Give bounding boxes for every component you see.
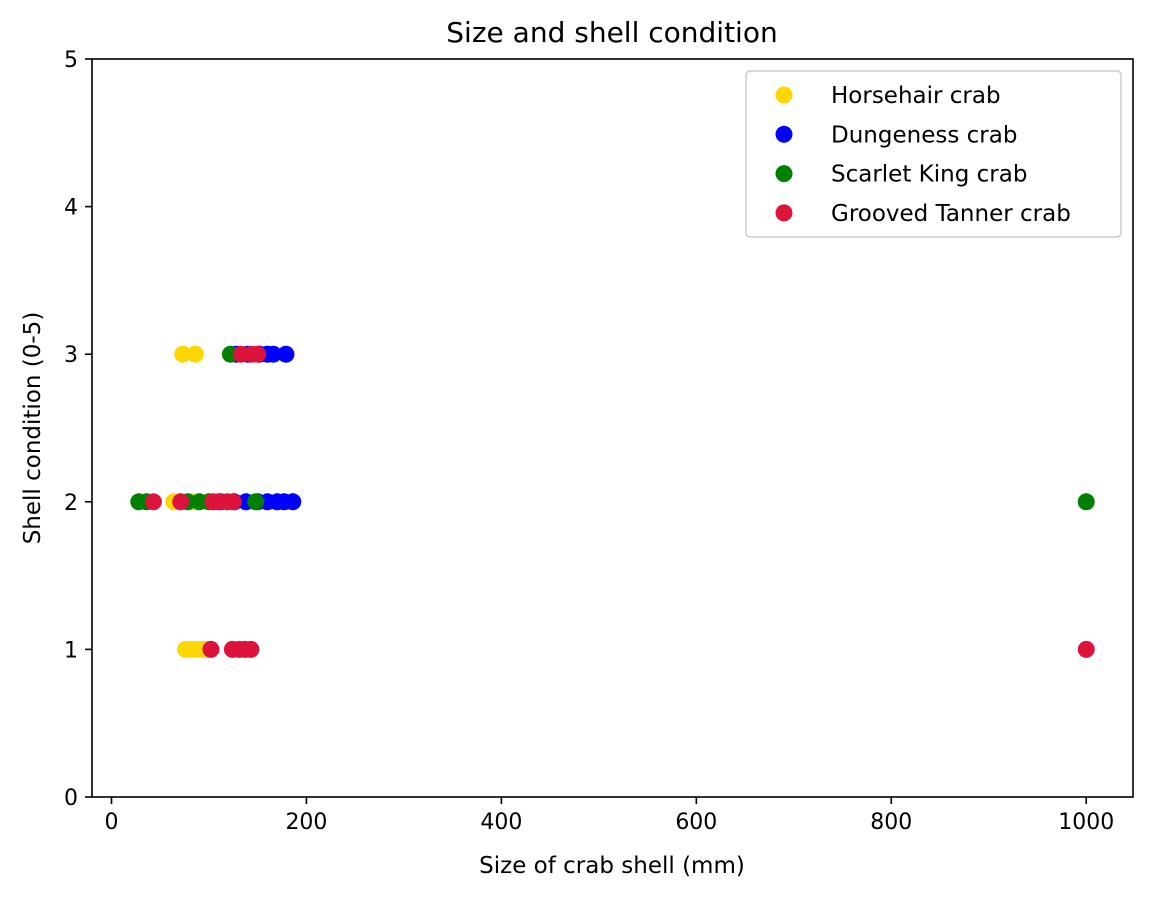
data-point [172, 493, 190, 511]
y-axis-label: Shell condition (0-5) [20, 312, 46, 545]
data-point [264, 345, 282, 363]
data-point [284, 493, 302, 511]
x-tick-label: 0 [104, 810, 118, 835]
x-tick-label: 600 [675, 810, 717, 835]
y-tick-label: 5 [64, 48, 78, 73]
x-tick-label: 400 [480, 810, 522, 835]
axis-ticks: 0 200 400 600 800 1000 0 1 2 3 4 5 [64, 48, 1114, 835]
y-tick-label: 3 [64, 343, 78, 368]
y-tick-label: 2 [64, 491, 78, 516]
data-point [247, 493, 265, 511]
x-tick-label: 1000 [1058, 810, 1114, 835]
data-point [1077, 640, 1095, 658]
data-point [202, 640, 220, 658]
legend-marker [775, 165, 793, 183]
legend-box [745, 70, 1122, 238]
series-group [144, 345, 1095, 658]
data-points [130, 345, 1095, 658]
x-tick-label: 800 [870, 810, 912, 835]
data-point [1077, 493, 1095, 511]
legend-label: Scarlet King crab [831, 162, 1027, 188]
legend-label: Grooved Tanner crab [831, 201, 1071, 227]
legend-marker [775, 125, 793, 143]
x-tick-label: 200 [285, 810, 327, 835]
data-point [144, 493, 162, 511]
legend-label: Horsehair crab [831, 83, 1001, 109]
data-point [224, 493, 242, 511]
legend-marker [775, 86, 793, 104]
data-point [242, 640, 260, 658]
y-tick-label: 1 [64, 638, 78, 663]
x-axis-label: Size of crab shell (mm) [479, 853, 745, 879]
chart-title: Size and shell condition [446, 16, 777, 49]
series-group [130, 345, 1095, 511]
legend-label: Dungeness crab [831, 122, 1017, 148]
y-tick-label: 0 [64, 786, 78, 811]
data-point [174, 345, 192, 363]
legend: Horsehair crab Dungeness crab Scarlet King… [745, 70, 1122, 238]
data-point [277, 345, 295, 363]
data-point [249, 345, 267, 363]
plot-frame [91, 58, 1134, 798]
legend-marker [775, 204, 793, 222]
data-point [186, 345, 204, 363]
y-tick-label: 4 [64, 196, 78, 221]
series-group [212, 345, 302, 511]
